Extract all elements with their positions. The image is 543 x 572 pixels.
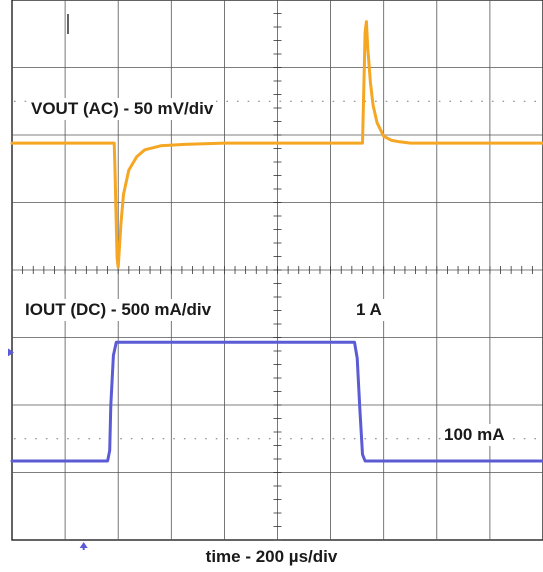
- channel-level-marker: [8, 348, 14, 357]
- hundred-ma-annotation: 100 mA: [441, 424, 508, 446]
- channel-markers: [8, 348, 88, 550]
- iout-trace: [10, 340, 543, 463]
- vout-series-label: VOUT (AC) - 50 mV/div: [28, 98, 217, 120]
- vout-trace: [10, 20, 543, 269]
- x-axis-label: time - 200 µs/div: [205, 547, 338, 566]
- graticule: [11, 0, 543, 541]
- iout-series-label: IOUT (DC) - 500 mA/div: [22, 299, 215, 321]
- one-amp-annotation: 1 A: [353, 299, 385, 321]
- traces: [10, 20, 543, 463]
